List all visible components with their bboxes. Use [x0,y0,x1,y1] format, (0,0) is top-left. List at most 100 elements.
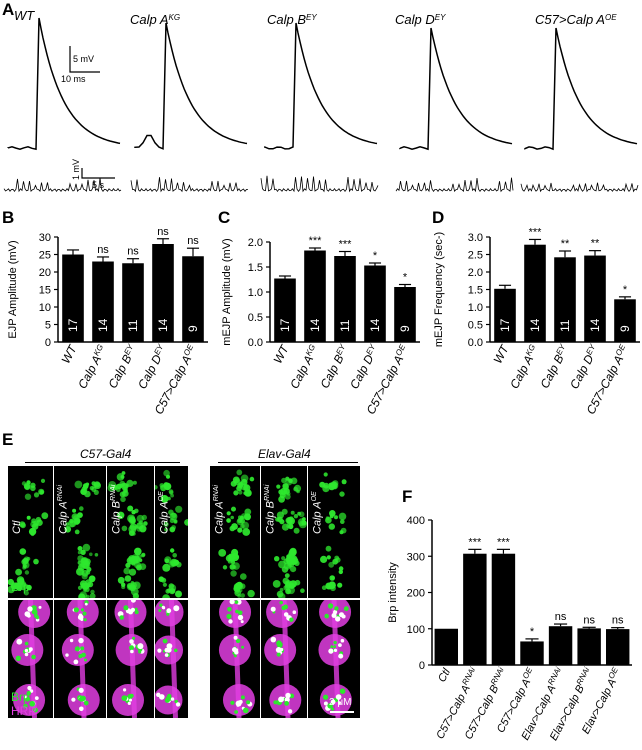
brp-punctum [38,605,42,609]
y-tick-label-0: 0 [45,337,51,349]
brp-punctum [339,530,344,535]
brp-punctum [236,469,243,476]
brp-punctum [288,478,293,483]
brp-punctum [282,483,289,490]
brp-punctum [138,520,143,525]
n-label-2: 11 [558,319,572,332]
brp-punctum [78,613,83,617]
significance-4: ns [187,235,199,247]
brp-punctum [77,512,83,518]
column-label-6: Calp AOE [311,491,324,534]
brp-punctum [229,525,236,532]
brp-punctum [31,518,37,524]
x-tick-label-1: Calp AKG [287,343,322,391]
brp-punctum [27,606,33,612]
brp-punctum [238,515,242,520]
brp-punctum [237,527,243,533]
brp-punctum [286,558,290,563]
brp-punctum [232,647,238,653]
significance-1: *** [529,226,543,238]
y-axis-label: mEJP Amplitude (mV) [221,238,233,345]
mejp-trace-1 [130,177,248,193]
y-tick-label-0: 0.0 [248,337,263,349]
significance-2: *** [497,536,511,548]
brp-punctum [127,514,136,523]
brp-punctum [175,590,182,598]
brp-punctum [74,480,83,489]
brp-punctum [285,476,290,481]
scalebar-label: 2 μM [329,697,352,708]
brp-punctum [339,612,344,618]
brp-punctum [39,489,44,495]
brp-punctum [127,701,131,705]
brp-punctum [15,655,21,661]
brp-punctum [170,493,174,498]
brp-punctum [231,553,240,562]
brp-punctum [278,489,284,495]
brp-punctum [160,495,169,503]
brp-punctum [143,521,148,526]
brp-punctum [273,700,278,705]
brp-punctum [227,559,232,564]
brp-punctum [92,484,97,489]
mejp-trace-3 [395,177,514,193]
brp-punctum [276,652,281,657]
brp-punctum [235,609,239,614]
brp-punctum [162,638,168,644]
brp-punctum [137,646,143,652]
brp-punctum [85,482,90,487]
brp-punctum [29,700,36,707]
brp-punctum [325,545,332,552]
brp-punctum [166,474,170,479]
brp-punctum [16,582,21,588]
brp-punctum [184,519,188,526]
brp-punctum [128,609,134,615]
brp-punctum [329,510,336,517]
brp-punctum [65,522,70,526]
brp-punctum [163,482,171,490]
brp-punctum [169,490,174,495]
brp-punctum [85,594,90,598]
brp-punctum [78,637,84,644]
brp-punctum [284,581,288,585]
brp-punctum [33,520,39,527]
brp-punctum [231,506,236,512]
brp-punctum [81,584,87,589]
brp-punctum [271,607,276,612]
brp-punctum [286,524,291,529]
brp-punctum [24,611,31,617]
brp-punctum [23,590,29,596]
brp-punctum [327,703,333,709]
brp-punctum [279,519,285,525]
brp-punctum [131,554,140,562]
brp-punctum [288,583,294,589]
brp-punctum [83,483,88,489]
n-label-2: 11 [338,319,352,332]
brp-punctum [237,482,243,489]
brp-punctum [331,483,338,489]
brp-punctum [321,585,327,590]
mejp-trace-2 [260,175,379,193]
brp-punctum [84,490,91,498]
brp-punctum [164,697,170,703]
brp-punctum [290,566,297,573]
bar-1 [524,244,546,342]
n-label-1: 14 [528,318,542,332]
brp-punctum [81,652,86,658]
y-tick-label-0: 0 [419,660,425,672]
brp-punctum [170,558,178,567]
brp-punctum [338,512,347,521]
panel-label-f: F [402,487,413,506]
brp-punctum [134,561,142,569]
brp-punctum [69,638,74,643]
column-label-1: Calp ARNAi [57,485,70,534]
significance-4: * [623,284,628,296]
brp-punctum [231,552,239,560]
brp-punctum [168,561,175,568]
brp-punctum [283,697,288,702]
brp-punctum [322,485,330,493]
ejp-scalebar-time: 10 ms [61,74,86,84]
brp-punctum [330,699,336,705]
brp-punctum [26,691,31,696]
brp-punctum [235,638,241,644]
